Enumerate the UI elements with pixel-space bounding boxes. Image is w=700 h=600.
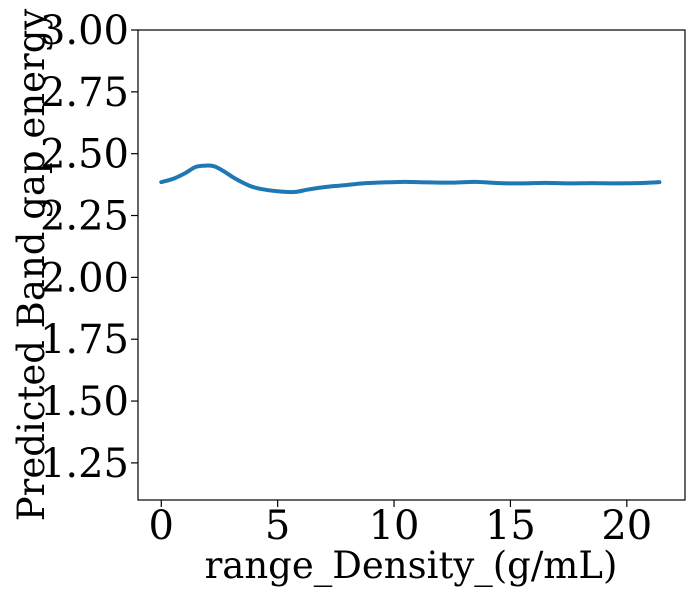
y-tick-label: 1.25	[40, 441, 129, 487]
y-tick-label: 2.50	[40, 132, 129, 178]
series-layer	[159, 163, 662, 195]
x-tick-label: 5	[265, 503, 290, 549]
y-tick-label: 2.25	[40, 194, 129, 240]
x-tick-label: 10	[369, 503, 420, 549]
y-tick-label: 1.50	[40, 379, 129, 425]
x-tick-label: 0	[149, 503, 174, 549]
x-tick-label: 15	[485, 503, 536, 549]
x-axis-ticks: 0 5 10 15 20	[149, 500, 652, 549]
y-tick-label: 2.75	[40, 70, 129, 116]
x-axis-label: range_Density_(g/mL)	[205, 544, 618, 588]
x-tick-label: 20	[601, 503, 652, 549]
plot-area-frame	[137, 29, 686, 501]
series-line	[159, 163, 662, 195]
y-tick-label: 1.75	[40, 317, 129, 363]
y-tick-label: 2.00	[40, 255, 129, 301]
y-tick-label: 3.00	[40, 8, 129, 54]
y-axis-label: Predicted Band gap energy	[10, 9, 53, 522]
y-axis-ticks: 1.25 1.50 1.75 2.00 2.25 2.50 2.75 3.00	[40, 8, 138, 487]
